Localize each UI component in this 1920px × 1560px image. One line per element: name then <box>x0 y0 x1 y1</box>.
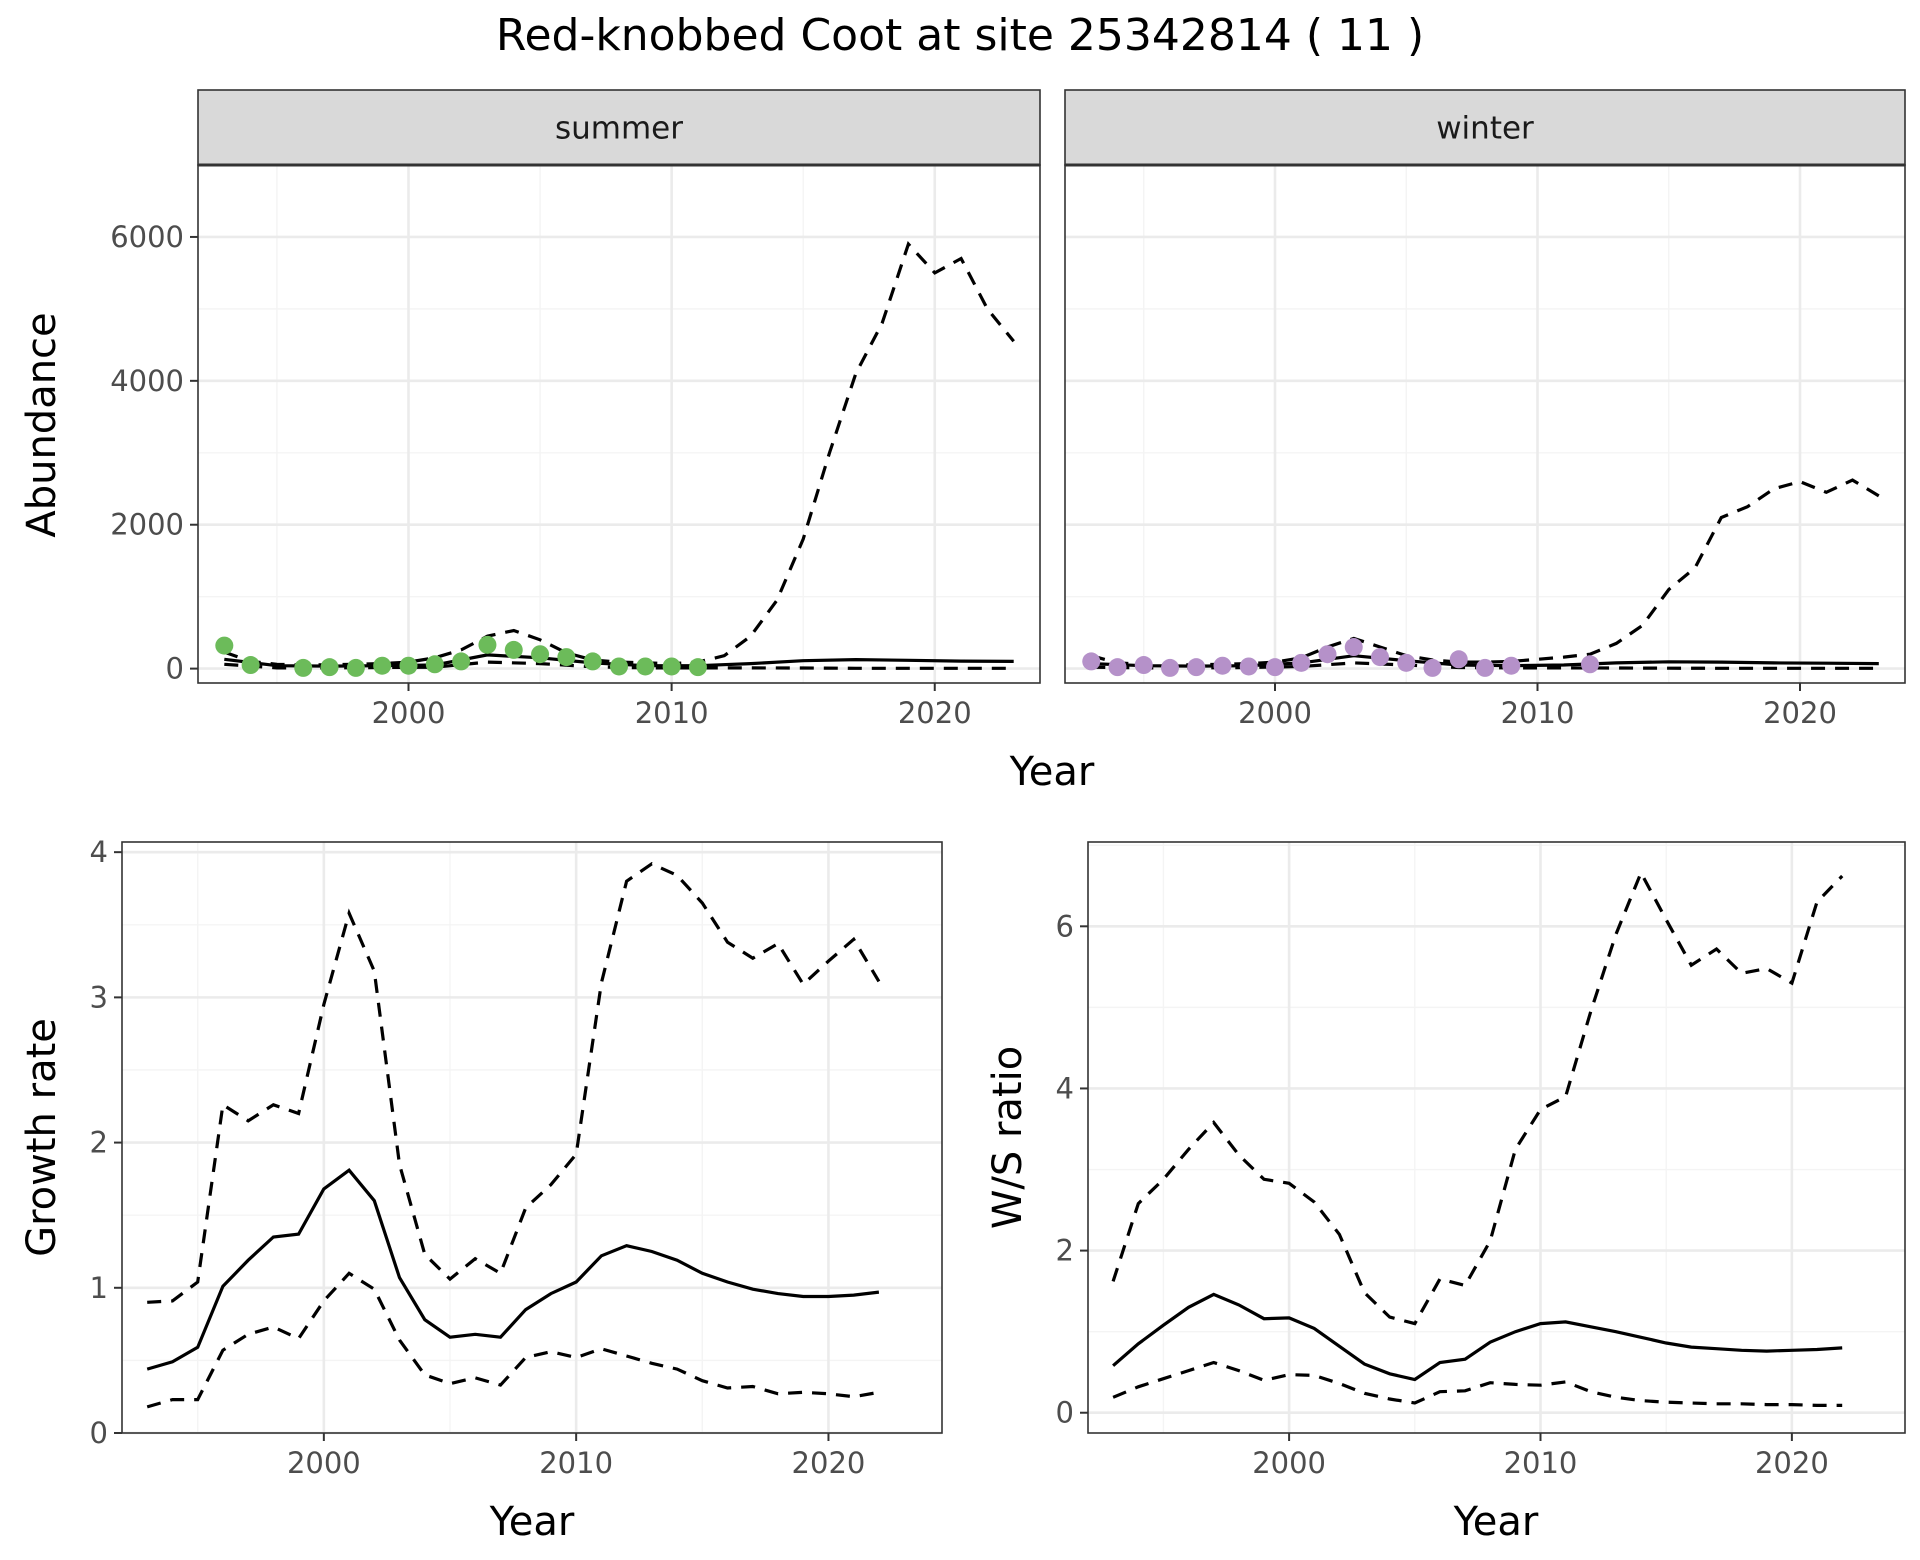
facet-label: winter <box>1436 111 1534 147</box>
observed-point <box>399 656 418 675</box>
observed-point <box>583 652 602 671</box>
observed-point <box>557 648 576 667</box>
observed-point <box>294 658 313 677</box>
x-axis-title: Year <box>1453 1499 1539 1545</box>
observed-point <box>1292 653 1311 672</box>
observed-point <box>1371 648 1389 667</box>
x-tick-label: 2000 <box>1252 1446 1326 1480</box>
observed-point <box>504 640 523 659</box>
x-tick-label: 2010 <box>635 696 709 730</box>
estimate-line <box>146 1168 880 1371</box>
x-tick-label: 2020 <box>792 1446 866 1480</box>
panel-border <box>121 841 943 1434</box>
facet-panel-summer: 2000 2010 2020 0 2000 4000 6000 summer <box>110 89 1041 730</box>
y-tick-label: 3 <box>90 980 108 1014</box>
x-tick-label: 2010 <box>539 1446 613 1480</box>
observed-point <box>1161 658 1179 677</box>
y-tick-label: 0 <box>90 1416 108 1450</box>
y-tick-label: 4 <box>1056 1071 1074 1105</box>
observed-point <box>610 657 628 676</box>
x-tick-label: 2020 <box>898 696 972 730</box>
x-tick-label: 2010 <box>1504 1446 1578 1480</box>
y-tick-label: 2000 <box>110 508 184 542</box>
panel-border <box>1087 841 1906 1434</box>
y-axis-title: Abundance <box>19 312 65 537</box>
observed-point <box>215 636 234 655</box>
observed-point <box>662 657 681 676</box>
panel-background <box>198 165 1040 683</box>
facet-strip <box>1064 89 1906 166</box>
observed-point <box>1397 653 1416 672</box>
observed-point <box>1239 657 1258 676</box>
x-axis-title: Year <box>489 1499 575 1545</box>
y-axis-title: Growth rate <box>19 1018 65 1257</box>
y-tick-label: 2 <box>90 1126 108 1160</box>
facet-label: summer <box>555 111 683 147</box>
observed-point <box>1581 655 1599 674</box>
chart-growth: 2000 2010 2020 0 1 2 3 4 Growth rate Year <box>19 835 943 1545</box>
observed-point <box>346 658 365 677</box>
panel-background <box>122 842 942 1433</box>
observed-point <box>1502 656 1521 675</box>
facet-strip <box>197 89 1041 166</box>
observed-point <box>1449 650 1468 669</box>
panel-background <box>1065 165 1905 683</box>
y-axis-title: W/S ratio <box>985 1046 1031 1229</box>
lower-ci-line <box>1112 1360 1843 1407</box>
observed-point <box>452 652 471 671</box>
upper-ci-line <box>147 861 881 1304</box>
y-tick-label: 6 <box>1056 909 1074 943</box>
observed-point <box>1266 658 1284 677</box>
facet-panel-winter: 2000 2010 2020 winter <box>1064 89 1906 730</box>
observed-point <box>1476 658 1494 677</box>
chart-ws_ratio: 2000 2010 2020 0 2 4 6 W/S ratio Year <box>985 841 1906 1545</box>
x-tick-label: 2020 <box>1755 1446 1829 1480</box>
observed-point <box>531 645 550 664</box>
observed-point <box>425 655 444 674</box>
observed-point <box>478 635 497 654</box>
observed-point <box>1108 658 1127 677</box>
y-tick-label: 6000 <box>110 220 184 254</box>
observed-point <box>1213 656 1232 675</box>
observed-point <box>1423 658 1442 677</box>
y-tick-label: 2 <box>1056 1234 1074 1268</box>
observed-point <box>320 658 339 677</box>
observed-point <box>1134 656 1153 675</box>
panel-background <box>1088 842 1905 1433</box>
observed-point <box>1318 645 1337 664</box>
y-tick-label: 0 <box>166 652 184 686</box>
y-tick-label: 0 <box>1056 1396 1074 1430</box>
estimate-line <box>1112 1292 1843 1382</box>
upper-ci-line <box>1111 869 1844 1326</box>
observed-point <box>1082 652 1101 671</box>
x-tick-label: 2020 <box>1763 696 1837 730</box>
x-tick-label: 2000 <box>1238 696 1312 730</box>
x-axis-title: Year <box>1009 749 1095 795</box>
x-tick-label: 2000 <box>372 696 446 730</box>
observed-point <box>373 656 392 675</box>
y-tick-label: 4 <box>90 835 108 869</box>
x-tick-label: 2000 <box>287 1446 361 1480</box>
observed-point <box>636 657 655 676</box>
observed-point <box>241 656 260 675</box>
x-tick-label: 2010 <box>1501 696 1575 730</box>
y-tick-label: 1 <box>90 1271 108 1305</box>
observed-point <box>1344 638 1363 657</box>
observed-point <box>1187 658 1206 677</box>
plot-title: Red-knobbed Coot at site 25342814 ( 11 ) <box>496 10 1424 61</box>
observed-point <box>688 658 707 677</box>
y-tick-label: 4000 <box>110 364 184 398</box>
